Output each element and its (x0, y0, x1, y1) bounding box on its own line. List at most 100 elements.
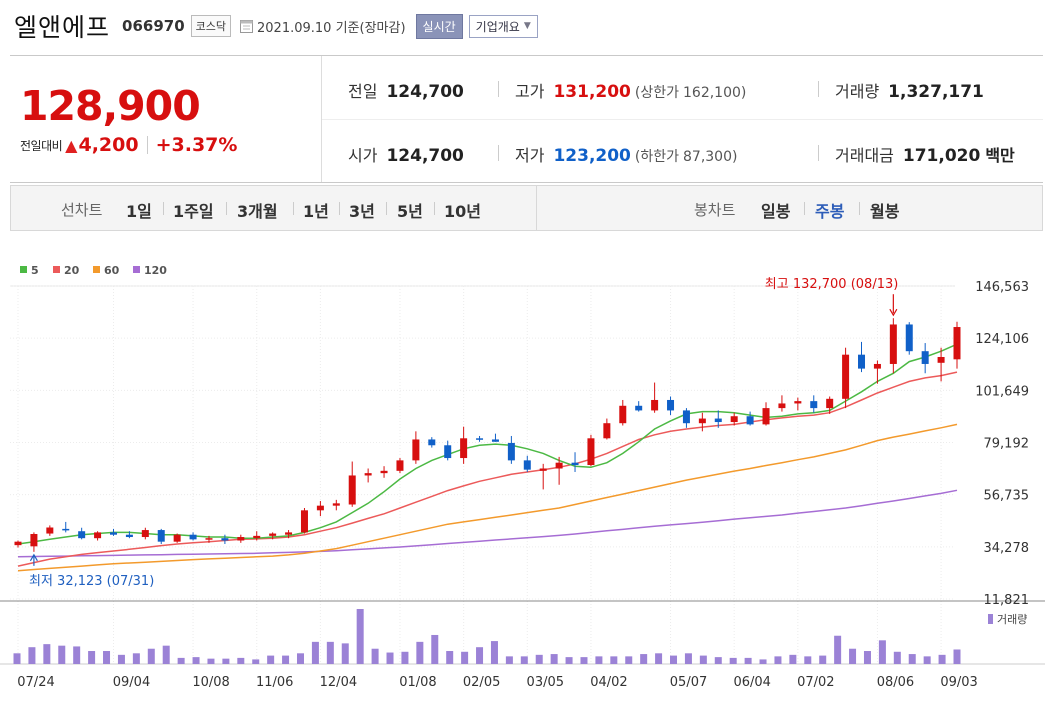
stock-chart[interactable]: 5 20 60 120 최고 132,700 (08/13) 최저 32,123 (07… (0, 240, 1045, 706)
volume-bar (207, 658, 215, 664)
volume-bar (88, 651, 96, 664)
legend-swatch (93, 266, 100, 273)
volume-bar (759, 659, 767, 664)
candle (523, 455, 531, 472)
candle (205, 535, 213, 543)
divider (293, 202, 294, 215)
candle-body (698, 418, 706, 424)
candle-body (157, 530, 165, 542)
prev-close: 전일 124,700 (348, 78, 464, 102)
candle (316, 501, 324, 517)
volume-bar (58, 645, 66, 664)
volume-value: 1,327,171 (888, 82, 984, 102)
candle (921, 343, 929, 374)
candle-body (571, 462, 579, 466)
period-5y[interactable]: 5년 (397, 202, 423, 221)
candle (651, 382, 659, 413)
price-tick-label: 79,192 (984, 437, 1030, 452)
candle (253, 531, 261, 541)
candle (173, 533, 181, 543)
candle (125, 531, 133, 539)
volume-bar (670, 655, 678, 664)
realtime-button[interactable]: 실시간 (415, 13, 463, 39)
volume-bar (684, 653, 692, 664)
period-1w[interactable]: 1주일 (173, 202, 214, 221)
date-tick-label: 07/24 (17, 675, 54, 690)
candle (873, 360, 881, 384)
candle (221, 534, 229, 544)
high-price: 고가 131,200 (상한가 162,100) (515, 78, 746, 102)
candle (810, 395, 818, 413)
low-value: 123,200 (553, 146, 631, 166)
base-date: 2021.09.10 기준(장마감) (257, 20, 406, 36)
volume-bar (744, 657, 752, 664)
candle-body (412, 439, 420, 461)
candle-body (380, 470, 388, 474)
candle-body (94, 532, 102, 539)
volume-bar (505, 656, 513, 664)
candle (62, 521, 70, 533)
candle (539, 463, 547, 490)
volume-bar (834, 635, 842, 664)
period-3y[interactable]: 3년 (349, 202, 375, 221)
candle (348, 461, 356, 507)
volume-bar (640, 654, 648, 664)
legend-label: 60 (104, 264, 120, 277)
candle-body (316, 505, 324, 511)
candle-body (635, 405, 643, 411)
high-arrowhead-icon (889, 308, 898, 317)
volume-bar (804, 656, 812, 664)
date-axis: 07/24 09/04 10/08 11/06 12/04 01/08 02/05 03/05… (17, 675, 978, 690)
volume-bar (953, 649, 961, 664)
volume-bar (565, 657, 573, 664)
candle-body (444, 445, 452, 459)
date-tick-label: 05/07 (670, 675, 707, 690)
calendar-icon (240, 20, 254, 33)
up-arrow-icon: ▲ (65, 135, 78, 155)
candle-body (746, 416, 754, 425)
period-1d[interactable]: 1일 (126, 202, 152, 221)
period-1y[interactable]: 1년 (303, 202, 329, 221)
volume-bar (326, 641, 334, 664)
volume-bar (222, 658, 230, 664)
candle-body (109, 532, 117, 535)
volume: 거래량 1,327,171 (835, 78, 984, 102)
candle (141, 527, 149, 540)
price-change: 전일대비 ▲ 4,200 +3.37% (20, 134, 237, 156)
company-overview-button[interactable]: 기업개요 ▼ (468, 14, 538, 38)
period-10y[interactable]: 10년 (444, 202, 481, 221)
amount-value: 171,020 (902, 146, 981, 166)
candle-body (555, 462, 563, 469)
candle (109, 528, 117, 536)
divider (818, 81, 819, 97)
volume-bar (699, 655, 707, 664)
candle (953, 321, 961, 369)
candle (237, 534, 245, 543)
high-annotation: 최고 132,700 (08/13) (765, 277, 899, 292)
current-price-box: 128,900 전일대비 ▲ 4,200 +3.37% (10, 56, 322, 182)
volume-bar (386, 652, 394, 664)
volume-legend-swatch (988, 614, 993, 624)
ma60-line (17, 423, 958, 572)
candle-body (937, 356, 945, 363)
candle (300, 507, 308, 534)
volume-bar (43, 644, 51, 664)
divider (498, 145, 499, 161)
period-3m[interactable]: 3개월 (237, 202, 278, 221)
divider (536, 186, 537, 230)
candle-daily[interactable]: 일봉 (761, 202, 791, 221)
candle-body (667, 399, 675, 411)
candle-body (62, 528, 70, 531)
candle (698, 412, 706, 432)
candle (714, 410, 722, 428)
volume-bar (267, 655, 275, 664)
candle-weekly[interactable]: 주봉 (815, 202, 845, 221)
candle (794, 397, 802, 411)
low-price: 저가 123,200 (하한가 87,300) (515, 142, 737, 166)
volume-bar (311, 641, 319, 664)
candle (667, 396, 675, 416)
low-annotation: 최저 32,123 (07/31) (29, 574, 154, 589)
candle (619, 399, 627, 426)
candle-monthly[interactable]: 월봉 (870, 202, 900, 221)
divider (498, 81, 499, 97)
